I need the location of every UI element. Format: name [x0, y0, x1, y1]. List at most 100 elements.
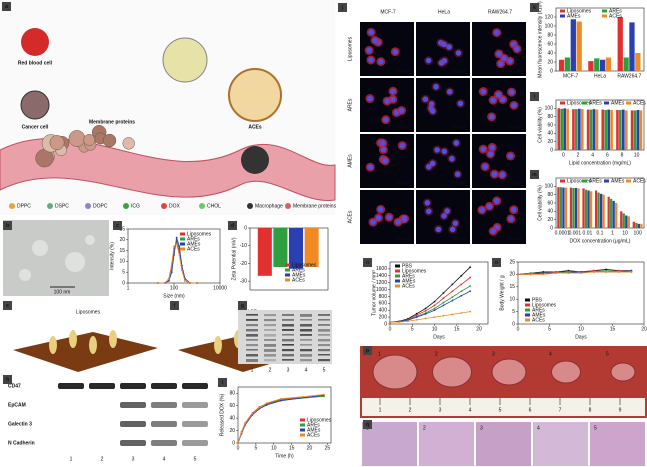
schematic-label: ACEs: [248, 124, 262, 130]
blot-band: [182, 383, 208, 389]
legend-label: ACEs: [633, 178, 646, 184]
red-blood-cell: [21, 28, 49, 56]
y-tick-label: 80: [547, 192, 553, 198]
y-tick-label: 20: [119, 237, 125, 243]
gel-band: [300, 344, 312, 346]
legend-icon: [9, 203, 15, 209]
blot-band: [120, 383, 146, 389]
x-tick-label: 15: [610, 326, 616, 332]
cell-nucleus: [434, 147, 440, 153]
bar: [620, 211, 623, 228]
x-tick-label: 0: [237, 445, 240, 451]
y-tick-label: 40: [229, 415, 235, 421]
protein-label: N Cadherin: [8, 440, 35, 446]
y-tick-label: 60: [547, 122, 553, 128]
y-tick-label: 1600: [376, 266, 387, 272]
y-tick-label: 20: [547, 217, 553, 223]
legend-swatch: [180, 242, 185, 246]
gel-band: [246, 339, 258, 341]
cell-nucleus: [372, 37, 378, 44]
scale-label: 50 μm: [508, 124, 522, 130]
cell-nucleus: [508, 216, 514, 222]
bar: [612, 200, 615, 228]
x-tick-label: 10: [578, 326, 584, 332]
cell-nucleus: [425, 57, 432, 64]
bar: [569, 187, 573, 228]
afm-peak: [49, 336, 57, 354]
afm-peak: [214, 336, 222, 354]
y-axis-label: Released DOX (%): [219, 393, 225, 436]
y-tick-label: 20: [509, 272, 515, 278]
cell-nucleus: [510, 206, 517, 213]
cell-nucleus: [422, 96, 429, 103]
legend-label: ACEs: [609, 13, 622, 19]
group-label: 2: [435, 351, 438, 357]
legend-icon: [247, 203, 253, 209]
ruler-label: 1: [379, 407, 382, 413]
bar: [566, 108, 569, 150]
y-tick-label: 40: [547, 209, 553, 215]
gel-band: [264, 354, 276, 357]
tumor: [432, 356, 472, 388]
gel-band: [318, 359, 330, 362]
bar: [557, 108, 561, 150]
vesicle: [65, 252, 85, 272]
bar: [572, 188, 575, 228]
y-tick-label: 60: [229, 403, 235, 409]
legend-swatch: [395, 269, 400, 273]
legend-swatch: [395, 274, 400, 278]
bar: [622, 109, 625, 150]
lane-label: 2: [269, 367, 272, 373]
y-tick-label: 0: [122, 280, 125, 286]
gel-band: [300, 319, 312, 321]
x-axis-label: Size (nm): [163, 293, 185, 299]
bar: [582, 188, 585, 228]
legend-label: AMEs: [292, 272, 306, 278]
cell-nucleus: [424, 200, 431, 206]
x-tick-label: 5: [254, 445, 257, 451]
macrophage: [241, 146, 269, 174]
cell-nucleus: [382, 116, 389, 123]
cell-nucleus: [488, 114, 495, 120]
bar: [597, 192, 600, 228]
bar: [607, 196, 610, 228]
bar: [560, 108, 564, 150]
legend-label: AMEs: [611, 178, 625, 184]
legend-label: AREs: [292, 267, 305, 273]
panel-letter: b: [6, 223, 9, 229]
y-tick-label: 80: [547, 32, 553, 38]
panel-letter: o: [495, 260, 498, 266]
cell-nucleus: [455, 50, 462, 56]
gel-band: [282, 349, 294, 352]
y-axis-label: Tumor volume / mm³: [371, 270, 377, 316]
gel-band: [246, 344, 258, 347]
panel-letter-box: [338, 3, 347, 12]
legend-swatch: [582, 179, 587, 183]
panel-letter-box: [363, 346, 372, 355]
legend-label: ACEs: [307, 432, 320, 438]
legend-swatch: [525, 303, 530, 307]
cell-nucleus: [507, 58, 513, 64]
group-label: 2: [423, 425, 426, 431]
legend-label: DPPC: [17, 203, 31, 209]
panel-letter: k: [533, 5, 536, 11]
bar: [624, 110, 628, 150]
lane-label: 4: [163, 456, 166, 462]
y-tick-label: 5: [122, 270, 125, 276]
scale-label: 50 μm: [396, 236, 410, 242]
y-tick-label: -10: [240, 243, 247, 249]
scale-label: 100 nm: [54, 289, 71, 295]
cell-nucleus: [479, 207, 485, 213]
blot-band: [151, 383, 177, 389]
bar: [632, 221, 635, 228]
gel-band: [282, 324, 294, 327]
gel-band: [264, 344, 276, 347]
y-tick-label: 0: [244, 225, 247, 231]
x-tick-label: 10: [634, 152, 640, 158]
y-axis-label: Body Weight / g: [499, 275, 505, 310]
legend-label: DOPC: [93, 203, 108, 209]
bar: [610, 110, 613, 150]
cell-nucleus: [491, 171, 498, 177]
bar: [617, 17, 623, 71]
tem-image: [3, 220, 109, 296]
